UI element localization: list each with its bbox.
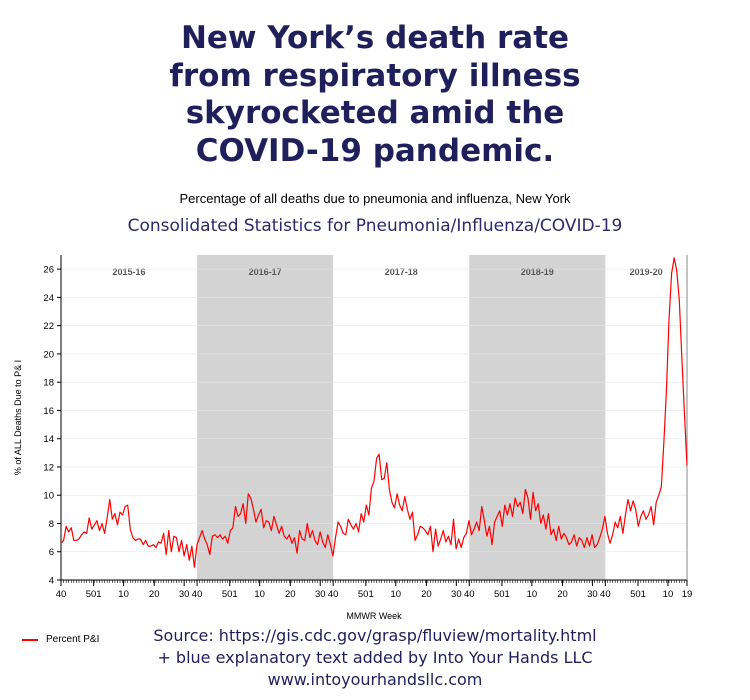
chart-title: Consolidated Statistics for Pneumonia/In… — [127, 216, 623, 236]
chart-subtitle: Percentage of all deaths due to pneumoni… — [179, 191, 571, 206]
legend-swatch — [22, 638, 38, 641]
x-tick-label: 10 — [663, 589, 674, 600]
season-label: 2016-17 — [249, 267, 282, 277]
x-tick-label: 10 — [390, 589, 401, 600]
y-tick-label: 26 — [43, 265, 54, 276]
x-tick-label: 501 — [630, 589, 646, 600]
legend-label: Percent P&I — [46, 634, 100, 645]
headline-line-2: from respiratory illness — [169, 57, 581, 94]
x-tick-label: 30 — [451, 589, 462, 600]
y-tick-label: 8 — [49, 519, 54, 530]
y-tick-label: 16 — [43, 406, 54, 417]
x-tick-label: 20 — [285, 589, 296, 600]
x-tick-label: 501 — [86, 589, 102, 600]
headline-line-3: skyrocketed amid the — [185, 95, 565, 131]
x-tick-label: 10 — [527, 589, 538, 600]
x-tick-label: 10 — [118, 589, 129, 600]
y-tick-label: 4 — [49, 576, 54, 587]
x-tick-label: 20 — [149, 589, 160, 600]
x-tick-label: 40 — [192, 589, 203, 600]
source-line-3: www.intoyourhandsllc.com — [267, 670, 483, 689]
y-tick-label: 24 — [43, 293, 54, 304]
source-line-1: Source: https://gis.cdc.gov/grasp/fluvie… — [153, 626, 597, 645]
x-tick-label: 40 — [600, 589, 611, 600]
x-tick-label: 501 — [222, 589, 238, 600]
x-tick-label: 30 — [179, 589, 190, 600]
season-shade — [469, 255, 606, 580]
series-line-percent-pi — [60, 257, 688, 568]
season-label: 2018-19 — [521, 267, 554, 277]
x-tick-label: 30 — [587, 589, 598, 600]
headline-line-1: New York’s death rate — [180, 20, 570, 56]
legend: Percent P&I — [22, 634, 99, 645]
source-block: Source: https://gis.cdc.gov/grasp/fluvie… — [0, 625, 750, 691]
y-tick-label: 12 — [43, 462, 54, 473]
x-tick-label: 501 — [358, 589, 374, 600]
x-tick-label: 40 — [328, 589, 339, 600]
y-tick-label: 18 — [43, 378, 54, 389]
x-tick-label: 30 — [315, 589, 326, 600]
y-tick-label: 20 — [43, 349, 54, 360]
source-line-2: + blue explanatory text added by Into Yo… — [157, 648, 593, 667]
x-tick-label: 501 — [494, 589, 510, 600]
season-label: 2019-20 — [630, 267, 663, 277]
x-tick-label: 20 — [557, 589, 568, 600]
y-tick-label: 22 — [43, 321, 54, 332]
y-tick-label: 6 — [49, 547, 54, 558]
x-axis-title: MMWR Week — [346, 611, 402, 621]
x-tick-label: 40 — [464, 589, 475, 600]
y-axis-title: % of ALL Deaths Due to P& I — [13, 360, 23, 475]
headline-line-4: COVID-19 pandemic. — [195, 132, 555, 169]
season-label: 2015-16 — [113, 267, 146, 277]
x-tick-label: 20 — [421, 589, 432, 600]
y-tick-label: 14 — [43, 434, 54, 445]
x-tick-label: 10 — [254, 589, 265, 600]
season-shade — [197, 255, 334, 580]
x-tick-label: 19 — [682, 589, 693, 600]
x-tick-label: 40 — [56, 589, 67, 600]
y-tick-label: 10 — [43, 491, 54, 502]
season-label: 2017-18 — [385, 267, 418, 277]
headline: New York’s death rate from respiratory i… — [0, 20, 750, 170]
